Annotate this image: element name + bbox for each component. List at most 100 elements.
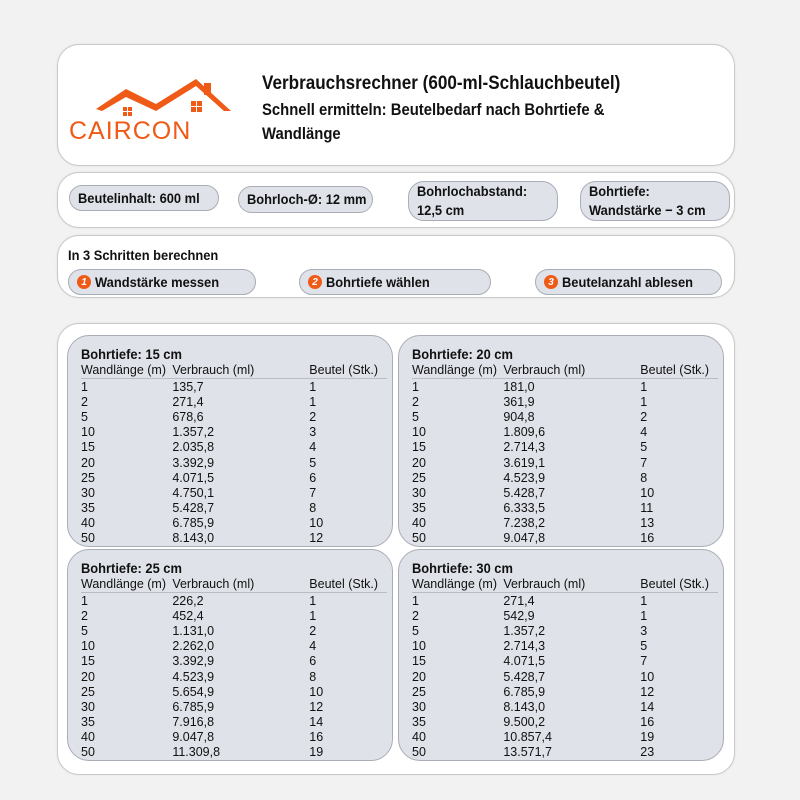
table-cell: 9.500,2 <box>503 714 546 729</box>
table-cell: 1 <box>309 380 317 395</box>
table-row: 2 361,9 1 <box>412 395 718 410</box>
table-cell: 1.357,2 <box>503 624 546 639</box>
table-depth-25: Bohrtiefe: 25 cm Wandlänge (m) Verbrauch (… <box>67 549 393 761</box>
table-row: 25 6.785,9 12 <box>412 685 718 700</box>
table-cell: 10 <box>640 485 655 500</box>
table-cell: 7.238,2 <box>503 515 546 530</box>
table-cell: 1 <box>309 609 317 624</box>
consumption-table: Wandlänge (m) Verbrauch (ml) Beutel (Stk.)… <box>412 363 718 546</box>
table-row: 40 7.238,2 13 <box>412 516 718 531</box>
steps-title: In 3 Schritten berechnen <box>68 247 219 263</box>
column-header: Verbrauch (ml) <box>172 363 255 377</box>
table-cell: 15 <box>412 440 426 455</box>
table-cell: 5.428,7 <box>503 485 546 500</box>
table-title: Bohrtiefe: 15 cm <box>81 346 182 362</box>
consumption-table: Wandlänge (m) Verbrauch (ml) Beutel (Stk.)… <box>412 577 718 760</box>
table-cell: 12 <box>309 699 324 714</box>
table-cell: 6.785,9 <box>503 684 546 699</box>
table-cell: 20 <box>412 455 426 470</box>
table-cell: 40 <box>81 729 95 744</box>
table-cell: 14 <box>640 699 655 714</box>
table-header-row: Wandlänge (m) Verbrauch (ml) Beutel (Stk.) <box>412 577 718 594</box>
column-header: Verbrauch (ml) <box>172 577 255 591</box>
column-header: Verbrauch (ml) <box>503 363 586 377</box>
table-cell: 6 <box>309 654 317 669</box>
tables-card: Bohrtiefe: 15 cm Wandlänge (m) Verbrauch (… <box>57 323 735 775</box>
table-row: 25 4.523,9 8 <box>412 471 718 486</box>
column-header: Wandlänge (m) <box>412 577 497 591</box>
table-cell: 5.654,9 <box>172 684 215 699</box>
table-cell: 7 <box>309 485 317 500</box>
table-cell: 1 <box>309 395 317 410</box>
table-title: Bohrtiefe: 20 cm <box>412 346 513 362</box>
table-cell: 20 <box>412 669 426 684</box>
table-cell: 4 <box>309 639 317 654</box>
table-row: 1 181,0 1 <box>412 380 718 395</box>
table-row: 2 452,4 1 <box>81 609 387 624</box>
table-cell: 3.619,1 <box>503 455 546 470</box>
table-cell: 50 <box>412 531 426 546</box>
table-cell: 15 <box>81 654 95 669</box>
table-row: 35 5.428,7 8 <box>81 501 387 516</box>
table-cell: 10 <box>309 684 324 699</box>
table-cell: 2.714,3 <box>503 639 546 654</box>
consumption-table: Wandlänge (m) Verbrauch (ml) Beutel (Stk.)… <box>81 577 387 760</box>
table-row: 30 5.428,7 10 <box>412 486 718 501</box>
page-subtitle: Schnell ermitteln: Beutelbedarf nach Boh… <box>262 101 605 143</box>
table-cell: 5 <box>81 410 88 425</box>
table-row: 30 8.143,0 14 <box>412 700 718 715</box>
table-cell: 25 <box>412 470 426 485</box>
table-cell: 271,4 <box>503 594 535 609</box>
table-row: 50 11.309,8 19 <box>81 745 387 760</box>
column-header: Wandlänge (m) <box>81 577 166 591</box>
table-cell: 40 <box>412 515 426 530</box>
table-depth-15: Bohrtiefe: 15 cm Wandlänge (m) Verbrauch (… <box>67 335 393 547</box>
table-row: 50 13.571,7 23 <box>412 745 718 760</box>
step-number-badge: 2 <box>308 275 322 289</box>
table-cell: 10 <box>81 425 95 440</box>
table-row: 40 9.047,8 16 <box>81 730 387 745</box>
table-cell: 1 <box>412 380 419 395</box>
table-cell: 19 <box>309 745 324 760</box>
table-cell: 5 <box>412 410 419 425</box>
table-cell: 6.785,9 <box>172 515 215 530</box>
table-cell: 35 <box>81 714 95 729</box>
table-cell: 10 <box>412 639 426 654</box>
table-cell: 5 <box>81 624 88 639</box>
table-cell: 3 <box>309 425 317 440</box>
table-row: 1 271,4 1 <box>412 594 718 609</box>
table-cell: 9.047,8 <box>172 729 215 744</box>
consumption-table: Wandlänge (m) Verbrauch (ml) Beutel (Stk.)… <box>81 363 387 546</box>
table-cell: 20 <box>81 669 95 684</box>
table-cell: 271,4 <box>172 395 204 410</box>
steps-card: In 3 Schritten berechnen 1 Wandstärke mes… <box>57 235 735 298</box>
table-row: 5 904,8 2 <box>412 410 718 425</box>
param-hole-diameter: Bohrloch-Ø: 12 mm <box>238 186 373 213</box>
param-label: Bohrlochabstand: 12,5 cm <box>417 183 528 218</box>
table-row: 25 4.071,5 6 <box>81 471 387 486</box>
table-cell: 361,9 <box>503 395 535 410</box>
table-cell: 5 <box>640 639 648 654</box>
column-header: Beutel (Stk.) <box>309 577 379 591</box>
step-3: 3 Beutelanzahl ablesen <box>535 269 722 295</box>
table-cell: 4.523,9 <box>172 669 215 684</box>
table-row: 10 1.809,6 4 <box>412 425 718 440</box>
table-cell: 11.309,8 <box>172 745 221 760</box>
column-header: Beutel (Stk.) <box>640 363 710 377</box>
table-cell: 3 <box>640 624 648 639</box>
column-header: Beutel (Stk.) <box>309 363 379 377</box>
step-1: 1 Wandstärke messen <box>68 269 256 295</box>
table-cell: 3.392,9 <box>172 654 215 669</box>
table-cell: 16 <box>640 531 655 546</box>
table-row: 20 3.619,1 7 <box>412 456 718 471</box>
param-label: Bohrloch-Ø: 12 mm <box>247 191 367 207</box>
table-row: 25 5.654,9 10 <box>81 685 387 700</box>
table-cell: 16 <box>309 729 324 744</box>
table-cell: 4.071,5 <box>172 470 215 485</box>
table-cell: 6.333,5 <box>503 500 546 515</box>
table-cell: 1 <box>81 380 88 395</box>
table-cell: 1 <box>640 594 648 609</box>
table-header-row: Wandlänge (m) Verbrauch (ml) Beutel (Stk.) <box>81 577 387 594</box>
table-cell: 452,4 <box>172 609 204 624</box>
param-hole-spacing: Bohrlochabstand: 12,5 cm <box>408 181 558 221</box>
